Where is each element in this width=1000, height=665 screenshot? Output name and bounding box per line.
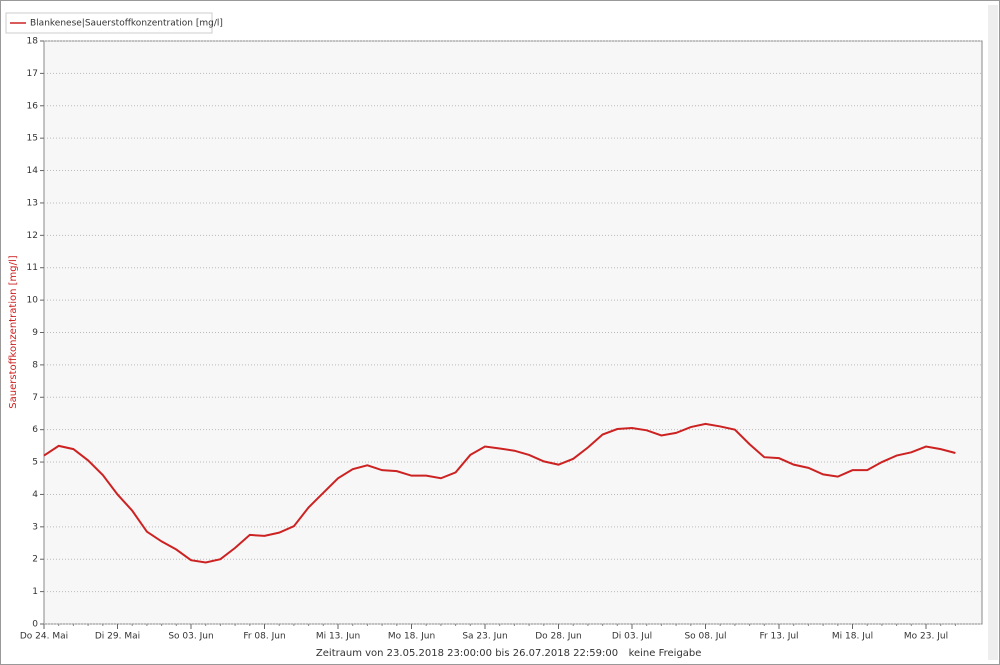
scrollbar <box>988 5 998 660</box>
x-tick-label: Fr 13. Jul <box>759 632 798 642</box>
x-tick-label: Mi 18. Jul <box>832 632 873 642</box>
y-tick-label: 13 <box>27 198 38 208</box>
y-tick-label: 10 <box>27 296 39 306</box>
status: keine Freigabe <box>629 648 702 659</box>
x-tick-label: Do 28. Jun <box>535 632 582 642</box>
y-tick-label: 9 <box>32 328 38 338</box>
x-tick-label: So 08. Jul <box>684 632 726 642</box>
y-axis-label: Sauerstoffkonzentration [mg/l] <box>8 255 19 408</box>
y-tick-label: 11 <box>27 263 38 273</box>
x-tick-label: Mo 23. Jul <box>904 632 948 642</box>
y-tick-label: 2 <box>32 555 38 565</box>
y-tick-label: 8 <box>32 360 38 370</box>
y-tick-label: 6 <box>32 425 38 435</box>
x-tick-label: Mi 13. Jun <box>316 632 360 642</box>
x-tick-label: Di 03. Jul <box>612 632 652 642</box>
x-tick-label: Mo 18. Jun <box>388 632 435 642</box>
x-tick-label: Do 24. Mai <box>20 632 68 642</box>
y-tick-label: 0 <box>32 620 38 630</box>
y-tick-label: 1 <box>32 587 38 597</box>
x-tick-label: So 03. Jun <box>168 632 213 642</box>
footer: Zeitraum von 23.05.2018 23:00:00 bis 26.… <box>316 648 618 659</box>
y-tick-label: 12 <box>27 231 38 241</box>
y-tick-label: 17 <box>27 69 38 79</box>
y-tick-label: 5 <box>32 458 38 468</box>
y-tick-label: 14 <box>27 166 39 176</box>
y-tick-label: 16 <box>27 101 39 111</box>
legend-label: Blankenese|Sauerstoffkonzentration [mg/l… <box>30 19 223 29</box>
y-tick-label: 7 <box>32 393 38 403</box>
y-tick-label: 18 <box>27 37 39 47</box>
data-line <box>43 422 956 564</box>
legend <box>5 12 213 34</box>
y-tick-label: 3 <box>32 522 38 532</box>
x-tick-label: Fr 08. Jun <box>243 632 285 642</box>
y-tick-label: 4 <box>32 490 38 500</box>
x-tick-label: Sa 23. Jun <box>462 632 507 642</box>
x-tick-label: Di 29. Mai <box>95 632 140 642</box>
y-tick-label: 15 <box>27 134 38 144</box>
